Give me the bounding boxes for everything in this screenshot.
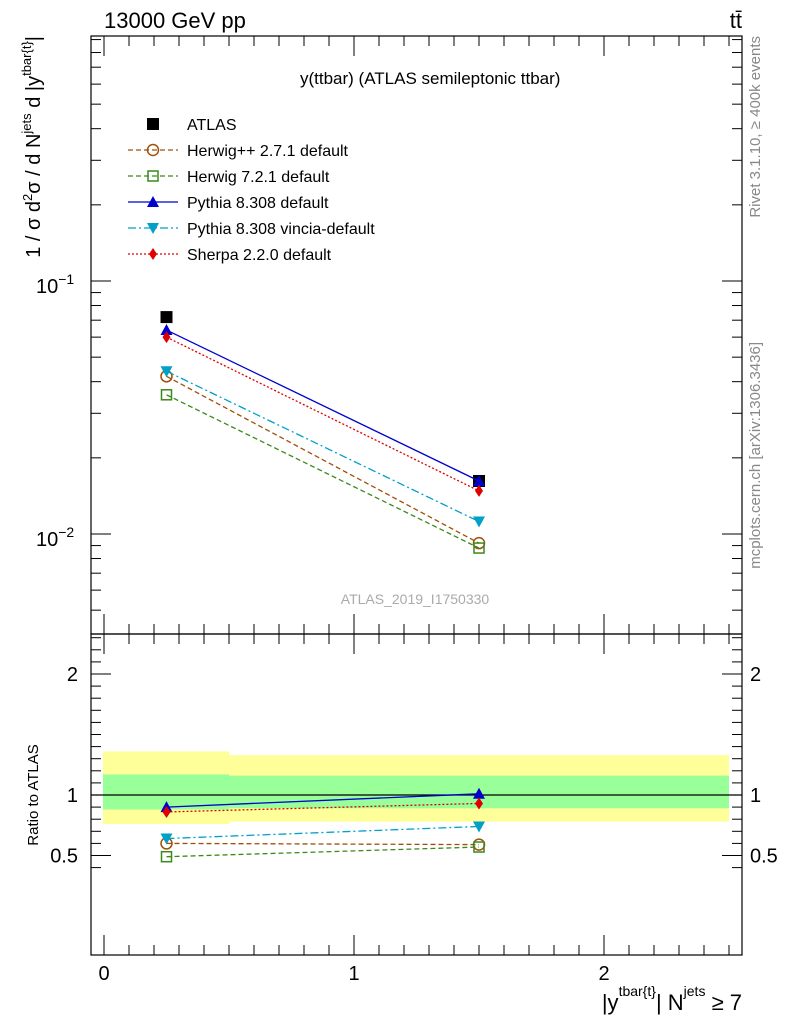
legend-marker-herwigpp (146, 143, 160, 157)
legend-label-herwigpp: Herwig++ 2.7.1 default (187, 143, 349, 160)
plot-title: y(ttbar) (ATLAS semileptonic ttbar) (300, 69, 560, 88)
ratio-ytick-label-right: 0.5 (750, 846, 778, 868)
legend: ATLAS Herwig++ 2.7.1 default Herwig 7.2.1 … (128, 117, 375, 264)
ratio-line-herwig7 (166, 846, 480, 858)
xtick-label: 0 (98, 963, 109, 985)
process-label: tt̄ (730, 8, 742, 33)
legend-label-pythia: Pythia 8.308 default (187, 195, 329, 212)
legend-marker-sherpa (149, 248, 157, 260)
ratio-line-sherpa (166, 802, 480, 813)
legend-marker-atlas (147, 118, 159, 130)
xtick-label: 2 (598, 963, 609, 985)
data-point-vincia (473, 516, 485, 528)
ratio-y-axis-label: Ratio to ATLAS (25, 744, 42, 845)
ratio-ytick-label-right: 1 (750, 785, 761, 807)
main-y-axis-label: 1 / σ d2σ / d Njets d |ytbar{t}| (19, 36, 45, 258)
legend-label-atlas: ATLAS (187, 117, 237, 134)
ratio-ytick-label: 0.5 (50, 846, 78, 868)
ratio-ytick-label-right: 2 (750, 664, 761, 686)
ratio-point-vincia (160, 833, 173, 845)
legend-label-sherpa: Sherpa 2.2.0 default (187, 247, 332, 264)
mcplots-label: mcplots.cern.ch [arXiv:1306.3436] (747, 342, 764, 569)
ratio-point-pythia (473, 787, 485, 799)
ratio-point-vincia (473, 821, 485, 833)
series-line-herwigpp (166, 375, 480, 544)
data-point-sherpa (475, 484, 483, 497)
energy-label: 13000 GeV pp (104, 8, 246, 33)
series-line-sherpa (166, 336, 480, 492)
data-point-pythia (160, 324, 173, 336)
data-point-atlas (160, 311, 173, 324)
ratio-line-vincia (166, 825, 480, 840)
data-point-herwig7 (473, 542, 485, 554)
rivet-version-label: Rivet 3.1.10, ≥ 400k events (747, 36, 764, 218)
series-line-pythia (166, 329, 480, 482)
legend-marker-herwig7 (147, 170, 159, 182)
legend-label-vincia: Pythia 8.308 vincia-default (187, 221, 375, 238)
series-line-vincia (166, 370, 480, 523)
legend-marker-pythia (147, 196, 159, 207)
data-point-pythia (473, 474, 485, 486)
ratio-ytick-label: 1 (67, 785, 78, 807)
main-panel: y(ttbar) (ATLAS semileptonic ttbar) ATLA… (19, 35, 743, 635)
series-line-herwig7 (166, 394, 480, 549)
ratio-line-pythia (166, 793, 480, 808)
ratio-point-sherpa (475, 797, 483, 810)
data-point-herwig7 (160, 389, 173, 401)
data-point-vincia (160, 366, 173, 378)
watermark: ATLAS_2019_I1750330 (341, 591, 490, 607)
legend-marker-vincia (147, 223, 159, 234)
x-axis-label: |ytbar{t}| Njets ≥ 7 (602, 983, 742, 1015)
ratio-point-herwig7 (473, 841, 485, 853)
ytick-label-1e-2: 10−2 (36, 524, 74, 551)
ratio-point-herwig7 (160, 850, 173, 863)
data-point-sherpa (162, 331, 171, 344)
ratio-point-sherpa (162, 805, 171, 818)
ytick-label-1e-1: 10−1 (36, 271, 74, 298)
ratio-ytick-label: 2 (67, 664, 78, 686)
xtick-label: 1 (348, 963, 359, 985)
ratio-panel: 0.5 0.5 1 1 2 2 0 1 2 Ratio to ATLAS (25, 633, 778, 985)
legend-label-herwig7: Herwig 7.2.1 default (187, 169, 330, 186)
ratio-line-herwigpp (166, 842, 480, 846)
